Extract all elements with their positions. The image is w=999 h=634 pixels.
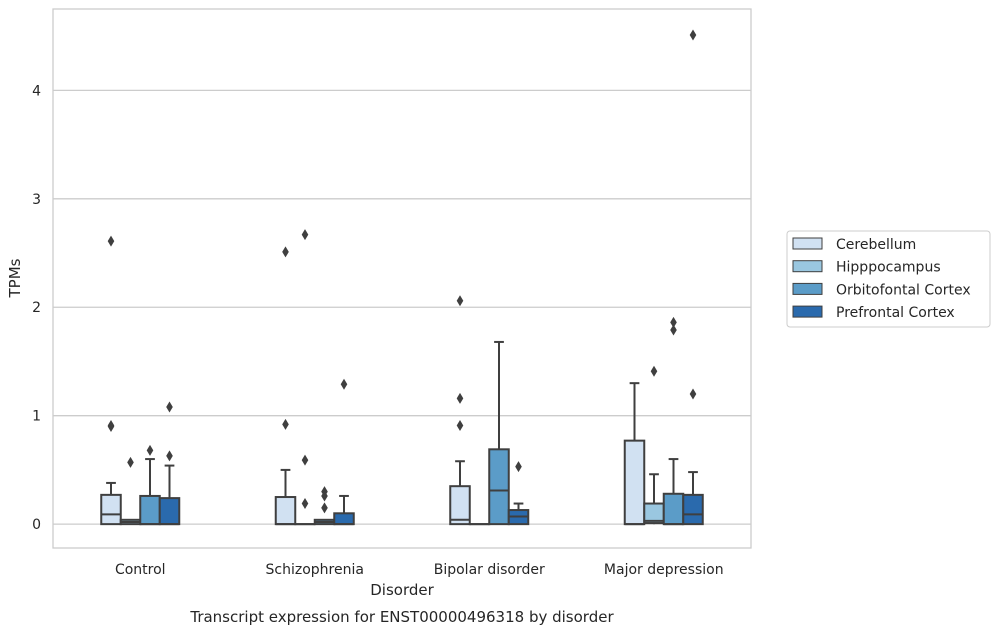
x-tick-label: Schizophrenia <box>266 562 364 578</box>
legend-swatch <box>792 305 823 318</box>
outlier-marker <box>650 365 658 377</box>
y-tick-label: 3 <box>32 192 41 208</box>
legend-label: Prefrontal Cortex <box>836 305 955 321</box>
box-body <box>333 512 355 526</box>
x-axis-title: Disorder <box>370 581 434 599</box>
box-body <box>623 439 646 526</box>
box-group <box>449 295 471 526</box>
box-body <box>274 496 297 526</box>
box-group <box>313 486 336 526</box>
outlier-marker <box>146 444 154 456</box>
outlier-marker <box>301 498 309 510</box>
y-axis-title: TPMs <box>6 258 24 298</box>
box-group <box>662 316 685 526</box>
grid-layer <box>53 89 751 525</box>
outlier-marker <box>456 419 464 431</box>
outlier-marker <box>282 246 289 258</box>
outlier-marker <box>107 235 115 247</box>
box-body <box>449 485 471 526</box>
outlier-marker <box>166 450 173 462</box>
box-group <box>643 365 665 525</box>
box-body <box>662 492 685 526</box>
legend-frame <box>786 230 991 328</box>
box-body <box>158 497 181 526</box>
outlier-marker <box>166 401 173 413</box>
box-group <box>100 235 122 526</box>
box-body <box>488 448 510 526</box>
outlier-marker <box>321 502 328 514</box>
x-tick-label: Bipolar disorder <box>434 562 545 578</box>
outlier-marker <box>107 421 115 433</box>
plot-frame <box>52 8 752 549</box>
box-body <box>682 493 704 526</box>
box-group <box>507 461 530 526</box>
x-tick-labels: Control Schizophrenia Bipolar disorder Majo… <box>115 562 724 578</box>
box-group <box>158 401 181 526</box>
chart-caption: Transcript expression for ENST0000049631… <box>189 608 614 626</box>
box-group <box>274 246 297 526</box>
legend-label: Hipppocampus <box>836 260 941 276</box>
legend-swatch <box>792 260 823 273</box>
outlier-marker <box>340 378 348 390</box>
legend-label: Orbitofontal Cortex <box>836 282 971 298</box>
outlier-marker <box>689 388 697 400</box>
y-tick-label: 1 <box>32 409 41 425</box>
legend-label: Cerebellum <box>836 237 916 253</box>
box-group <box>333 378 355 526</box>
legend-swatch <box>792 282 823 295</box>
outlier-marker <box>301 454 309 466</box>
y-tick-labels: 0 1 2 3 4 <box>32 83 41 533</box>
box-group <box>294 229 316 526</box>
legend: Cerebellum Hipppocampus Orbitofontal Corte… <box>786 230 991 328</box>
box-group <box>623 382 646 526</box>
box-group <box>488 340 510 526</box>
outlier-marker <box>127 456 134 468</box>
outlier-marker <box>456 295 464 307</box>
y-tick-label: 0 <box>32 517 41 533</box>
box-layer <box>100 29 704 526</box>
outlier-marker <box>670 316 677 328</box>
legend-swatch <box>792 237 823 250</box>
outlier-marker <box>301 229 309 241</box>
outlier-marker <box>282 418 289 430</box>
box-body <box>139 494 161 526</box>
outlier-marker <box>321 490 328 502</box>
outlier-marker <box>515 461 522 473</box>
outlier-marker <box>456 392 464 404</box>
x-tick-label: Major depression <box>604 562 724 578</box>
outlier-marker <box>689 29 697 41</box>
box-group <box>139 444 161 526</box>
y-tick-label: 2 <box>32 300 41 316</box>
y-tick-label: 4 <box>32 83 41 99</box>
box-group <box>682 29 704 526</box>
outlier-marker <box>670 324 677 336</box>
x-tick-label: Control <box>115 562 166 578</box>
box-group <box>119 456 142 526</box>
box-body <box>100 493 122 526</box>
